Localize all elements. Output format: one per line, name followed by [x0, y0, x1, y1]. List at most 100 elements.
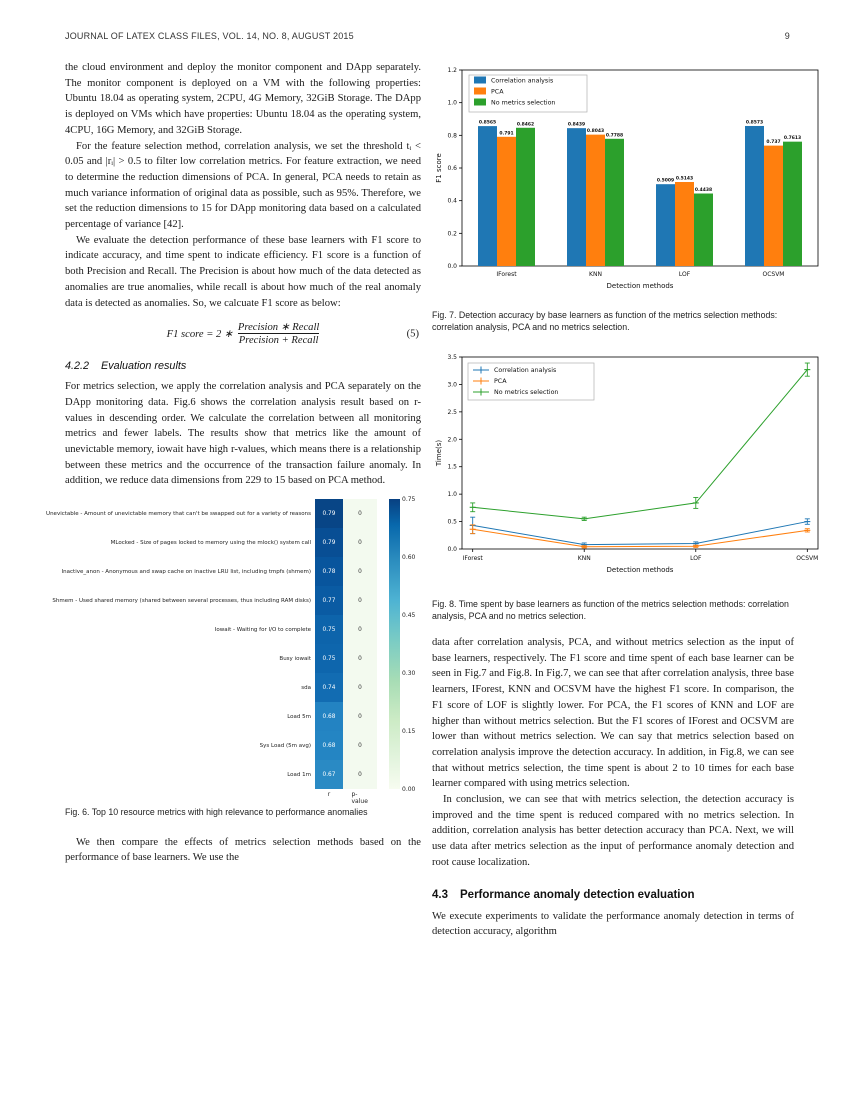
- svg-text:0.5143: 0.5143: [676, 175, 693, 181]
- bar-KNN-1: [586, 134, 605, 266]
- heatmap-row: Inactive_anon - Anonymous and swap cache…: [61, 557, 377, 587]
- svg-text:0.0: 0.0: [447, 546, 457, 553]
- colorbar-tick: 0.30: [402, 669, 416, 677]
- r-value-cell: 0.78: [315, 557, 343, 587]
- heatmap-grid: Unevictable - Amount of unevictable memo…: [46, 499, 377, 806]
- fig6-heatmap: Unevictable - Amount of unevictable memo…: [46, 495, 421, 806]
- heatmap-row: MLocked - Size of pages locked to memory…: [65, 528, 377, 558]
- svg-text:0.8439: 0.8439: [568, 122, 585, 128]
- r-value-cell: 0.74: [315, 673, 343, 703]
- colorbar: 0.75 0.60 0.45 0.30 0.15 0.00: [389, 495, 421, 793]
- heatmap-row: sda 0.74 0: [65, 673, 377, 703]
- svg-text:0.8043: 0.8043: [587, 128, 604, 134]
- bar-KNN-0: [567, 128, 586, 266]
- line-PCA: [472, 528, 808, 548]
- svg-text:IForest: IForest: [463, 555, 484, 562]
- equation-numerator: Precision ∗ Recall: [237, 322, 320, 334]
- svg-text:PCA: PCA: [491, 89, 504, 96]
- colorbar-tick: 0.75: [402, 495, 416, 503]
- svg-text:No metrics selection: No metrics selection: [494, 389, 558, 396]
- bar-LOF-2: [694, 193, 713, 266]
- svg-text:0.5009: 0.5009: [657, 178, 674, 184]
- svg-text:0.8462: 0.8462: [517, 121, 534, 127]
- left-column: the cloud environment and deploy the mon…: [46, 60, 421, 866]
- paragraph: data after correlation analysis, PCA, an…: [432, 637, 794, 790]
- svg-text:0.7788: 0.7788: [606, 132, 623, 138]
- fig8-caption: Fig. 8. Time spent by base learners as f…: [432, 599, 789, 621]
- p-value-cell: 0: [343, 499, 377, 529]
- svg-text:3.0: 3.0: [447, 381, 457, 388]
- fig7-legend: Correlation analysis PCA No metrics select…: [468, 74, 588, 113]
- heatmap-row: Shmem - Used shared memory (shared betwe…: [52, 586, 377, 616]
- svg-text:0.7613: 0.7613: [784, 135, 801, 141]
- svg-text:No metrics selection: No metrics selection: [491, 100, 555, 107]
- svg-text:2.0: 2.0: [447, 436, 457, 443]
- svg-text:3.5: 3.5: [447, 354, 457, 361]
- page-number: 9: [784, 31, 790, 41]
- svg-text:0.4: 0.4: [447, 198, 457, 205]
- bar-OCSVM-1: [764, 145, 783, 266]
- heatmap-row: Load 1m 0.67 0: [65, 760, 377, 790]
- metric-label: MLocked - Size of pages locked to memory…: [110, 539, 311, 546]
- heatmap-row: Load 5m 0.68 0: [65, 702, 377, 732]
- svg-text:2.5: 2.5: [447, 409, 457, 416]
- paragraph: For metrics selection, we apply the corr…: [65, 381, 421, 487]
- svg-text:1.0: 1.0: [447, 100, 457, 107]
- svg-text:0.8573: 0.8573: [746, 119, 763, 125]
- svg-text:0.2: 0.2: [447, 230, 457, 237]
- fig8-line-chart: 0.0 0.5 1.0 1.5 2.0 2.5 3.0 3.5 IForest KNN LOF OCS…: [435, 354, 819, 574]
- page-header: JOURNAL OF LATEX CLASS FILES, VOL. 14, N…: [65, 31, 790, 41]
- r-value-cell: 0.75: [315, 644, 343, 674]
- svg-text:LOF: LOF: [690, 555, 702, 562]
- metric-label: Inactive_anon - Anonymous and swap cache…: [61, 568, 311, 575]
- r-value-cell: 0.67: [315, 760, 343, 790]
- fig7-caption: Fig. 7. Detection accuracy by base learn…: [432, 310, 778, 332]
- line-Correlation analysis: [472, 521, 808, 546]
- svg-text:0.5: 0.5: [447, 519, 457, 526]
- paragraph: the cloud environment and deploy the mon…: [65, 62, 421, 136]
- fig6-caption: Fig. 6. Top 10 resource metrics with hig…: [65, 807, 368, 818]
- p-value-cell: 0: [343, 702, 377, 732]
- section-heading-422: 4.2.2 Evaluation results: [65, 360, 421, 372]
- svg-text:IForest: IForest: [496, 271, 517, 278]
- section-title: Performance anomaly detection evaluation: [460, 888, 695, 901]
- equation-fraction: Precision ∗ Recall Precision + Recall: [237, 321, 320, 347]
- p-value-cell: 0: [343, 557, 377, 587]
- journal-title: JOURNAL OF LATEX CLASS FILES, VOL. 14, N…: [65, 31, 354, 41]
- equation-f1-score: F1 score = 2 ∗ Precision ∗ Recall Precis…: [65, 321, 421, 346]
- p-value-cell: 0: [343, 615, 377, 645]
- fig8-legend: Correlation analysis PCA No metrics select…: [467, 362, 595, 401]
- p-value-cell: 0: [343, 673, 377, 703]
- heatmap-row: Busy iowait 0.75 0: [65, 644, 377, 674]
- bar-LOF-1: [675, 181, 694, 266]
- paragraph: We evaluate the detection performance of…: [65, 234, 421, 309]
- equation-denominator: Precision + Recall: [237, 333, 320, 347]
- metric-label: Load 5m: [287, 713, 311, 720]
- r-value-cell: 0.75: [315, 615, 343, 645]
- section-title: Evaluation results: [101, 360, 187, 373]
- heatmap-row: Unevictable - Amount of unevictable memo…: [46, 499, 377, 529]
- heatmap-x-axis: r p-value: [327, 791, 368, 806]
- line-No metrics selection: [472, 369, 808, 520]
- svg-text:PCA: PCA: [494, 378, 507, 385]
- bar-LOF-0: [656, 184, 675, 266]
- metric-label: Sys Load (5m avg): [259, 742, 311, 749]
- bar-IForest-0: [478, 126, 497, 266]
- equation-lhs: F1 score = 2 ∗: [166, 328, 233, 340]
- svg-text:0.4438: 0.4438: [695, 187, 712, 193]
- bar-OCSVM-2: [783, 141, 802, 266]
- svg-text:Correlation analysis: Correlation analysis: [491, 78, 553, 85]
- svg-text:Detection methods: Detection methods: [607, 566, 674, 574]
- svg-text:0.737: 0.737: [766, 139, 780, 145]
- svg-text:Detection methods: Detection methods: [607, 282, 674, 290]
- svg-text:0.6: 0.6: [447, 165, 457, 172]
- colorbar-tick: 0.00: [402, 785, 416, 793]
- svg-text:OCSVM: OCSVM: [762, 271, 784, 278]
- metric-label: Unevictable - Amount of unevictable memo…: [46, 510, 311, 517]
- svg-text:1.5: 1.5: [447, 464, 457, 471]
- metric-label: Load 1m: [287, 771, 311, 778]
- section-number: 4.2.2: [65, 360, 90, 373]
- colorbar-tick: 0.60: [402, 553, 416, 561]
